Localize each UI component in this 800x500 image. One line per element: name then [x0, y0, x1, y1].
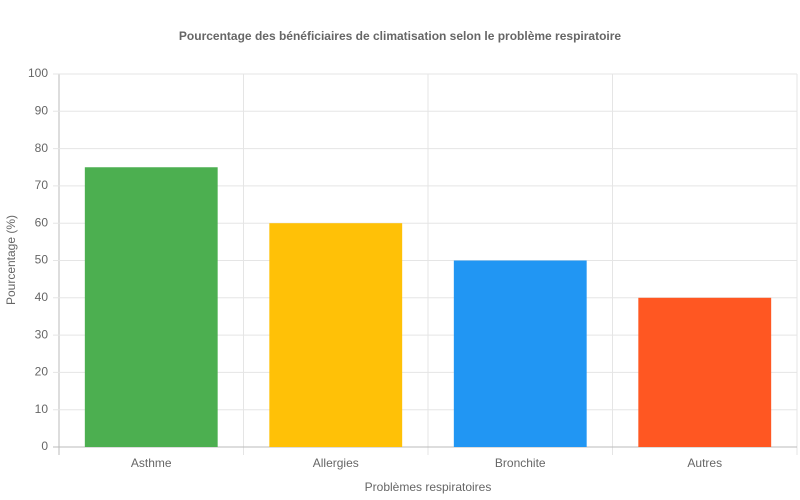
- y-tick-label: 0: [41, 439, 48, 453]
- y-axis-title: Pourcentage (%): [4, 215, 18, 305]
- y-tick-label: 90: [35, 103, 49, 117]
- y-tick-label: 30: [35, 327, 49, 341]
- bar: [269, 223, 403, 447]
- y-tick-label: 70: [35, 178, 49, 192]
- y-tick-label: 10: [35, 402, 49, 416]
- x-tick-label: Allergies: [313, 456, 359, 470]
- bar: [453, 260, 587, 447]
- x-tick-label: Bronchite: [495, 456, 546, 470]
- y-tick-label: 100: [28, 66, 48, 80]
- x-tick-label: Asthme: [131, 456, 172, 470]
- x-tick-label: Autres: [687, 456, 722, 470]
- x-axis-title: Problèmes respiratoires: [365, 480, 492, 494]
- y-tick-label: 60: [35, 215, 49, 229]
- y-tick-label: 80: [35, 141, 49, 155]
- y-tick-label: 50: [35, 253, 49, 267]
- chart-title: Pourcentage des bénéficiaires de climati…: [179, 29, 621, 43]
- y-tick-label: 20: [35, 365, 49, 379]
- bar: [638, 297, 772, 447]
- bar: [84, 167, 218, 447]
- y-tick-label: 40: [35, 290, 49, 304]
